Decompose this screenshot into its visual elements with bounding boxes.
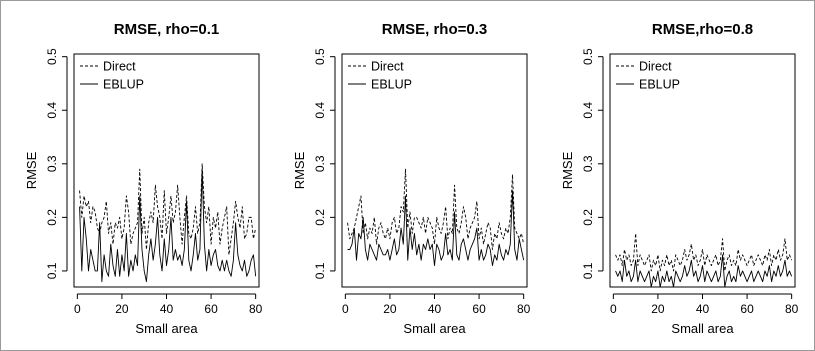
series-line-direct — [347, 168, 525, 250]
x-tick-label: 20 — [383, 302, 397, 316]
y-tick-label: 0.4 — [581, 102, 595, 119]
series-line-eblup — [347, 190, 525, 267]
series-line-direct — [615, 232, 793, 272]
x-tick-label: 20 — [115, 302, 129, 316]
x-tick-label: 80 — [517, 302, 531, 316]
y-tick-label: 0.5 — [45, 48, 59, 65]
chart-panel-2: RMSE, rho=0.3 0 20 40 60 80 0.1 0.2 0.3 0.4 0.5 Sma… — [292, 21, 531, 336]
x-tick-label: 40 — [160, 302, 174, 316]
chart-title: RMSE, rho=0.1 — [114, 21, 219, 38]
legend-label-eblup: EBLUP — [371, 78, 412, 92]
y-tick-label: 0.4 — [313, 102, 327, 119]
x-tick-label: 20 — [651, 302, 665, 316]
x-tick-label: 0 — [74, 302, 81, 316]
y-tick-label: 0.1 — [313, 262, 327, 279]
y-tick-label: 0.1 — [45, 262, 59, 279]
plot-frame — [609, 53, 796, 288]
plot-frame — [73, 53, 260, 288]
series-line-eblup — [79, 168, 257, 283]
x-tick-label: 40 — [428, 302, 442, 316]
x-axis-label: Small area — [135, 321, 198, 336]
chart-title: RMSE,rho=0.8 — [652, 21, 753, 38]
y-tick-label: 0.5 — [581, 48, 595, 65]
series-line-eblup — [615, 254, 793, 288]
y-tick-label: 0.2 — [313, 209, 327, 226]
legend-label-eblup: EBLUP — [103, 78, 144, 92]
x-tick-label: 40 — [696, 302, 710, 316]
y-axis-label: RMSE — [560, 151, 575, 189]
x-tick-label: 0 — [610, 302, 617, 316]
y-tick-label: 0.2 — [581, 209, 595, 226]
x-tick-label: 0 — [342, 302, 349, 316]
chart-panel-1: RMSE, rho=0.1 0 20 40 60 80 0.1 0.2 0.3 0.4 0.5 Sma… — [24, 21, 263, 336]
legend-label-direct: Direct — [371, 60, 404, 74]
chart-title: RMSE, rho=0.3 — [382, 21, 487, 38]
x-tick-label: 60 — [740, 302, 754, 316]
y-tick-label: 0.4 — [45, 102, 59, 119]
x-tick-label: 80 — [785, 302, 799, 316]
legend-label-direct: Direct — [103, 60, 136, 74]
y-tick-label: 0.1 — [581, 262, 595, 279]
legend-label-direct: Direct — [639, 60, 672, 74]
x-tick-label: 60 — [472, 302, 486, 316]
series-line-direct — [79, 163, 257, 256]
plot-frame — [341, 53, 528, 288]
x-axis-label: Small area — [403, 321, 466, 336]
x-axis-label: Small area — [671, 321, 734, 336]
y-axis-label: RMSE — [24, 151, 39, 189]
y-tick-label: 0.2 — [45, 209, 59, 226]
y-tick-label: 0.3 — [581, 155, 595, 172]
x-tick-label: 80 — [249, 302, 263, 316]
y-tick-label: 0.5 — [313, 48, 327, 65]
y-axis-label: RMSE — [292, 151, 307, 189]
x-tick-label: 60 — [204, 302, 218, 316]
y-tick-label: 0.3 — [313, 155, 327, 172]
chart-panel-3: RMSE,rho=0.8 0 20 40 60 80 0.1 0.2 0.3 0.4 0.5 Smal… — [560, 21, 799, 336]
y-tick-label: 0.3 — [45, 155, 59, 172]
legend-label-eblup: EBLUP — [639, 78, 680, 92]
